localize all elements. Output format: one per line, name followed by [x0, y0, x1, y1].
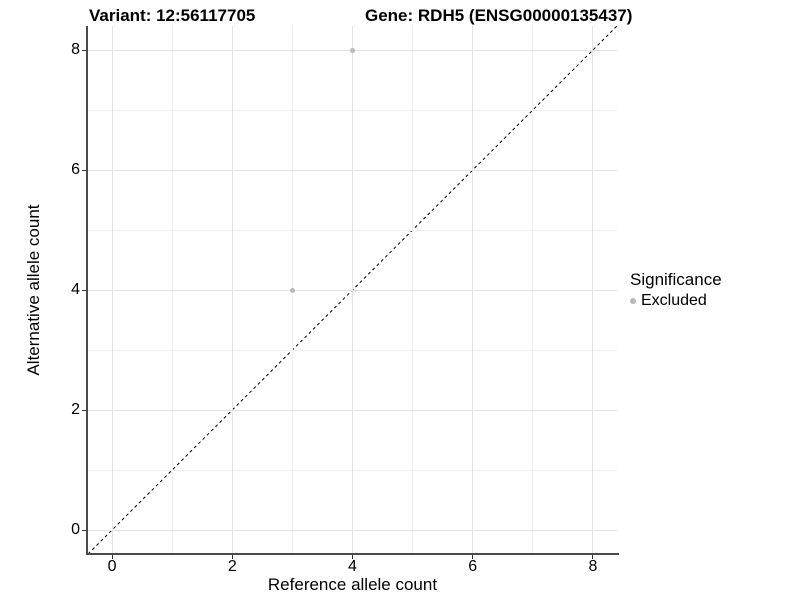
y-tick-mark	[82, 289, 86, 291]
y-axis-line	[86, 26, 88, 555]
y-tick-mark	[82, 169, 86, 171]
legend: Significance Excluded	[630, 270, 722, 310]
y-major-gridline	[88, 529, 617, 531]
legend-title: Significance	[630, 270, 722, 289]
x-tick-label: 6	[468, 558, 478, 575]
legend-item-excluded: Excluded	[630, 292, 722, 310]
x-tick-label: 2	[227, 558, 237, 575]
y-tick-label: 2	[71, 401, 80, 418]
y-tick-label: 8	[71, 41, 80, 58]
y-tick-label: 0	[71, 521, 80, 538]
x-tick-mark	[472, 555, 474, 559]
x-tick-label: 0	[107, 558, 117, 575]
variant-title: Variant: 12:56117705	[89, 6, 256, 25]
plot-panel	[87, 25, 618, 555]
legend-item-label: Excluded	[641, 292, 707, 309]
x-axis-title: Reference allele count	[267, 575, 438, 594]
x-tick-label: 4	[348, 558, 357, 575]
x-tick-mark	[352, 555, 353, 559]
x-tick-mark	[231, 555, 233, 559]
y-major-gridline	[88, 289, 617, 291]
data-point	[350, 47, 355, 53]
y-major-gridline	[88, 169, 617, 171]
y-tick-mark	[82, 49, 86, 51]
y-axis-title: Alternative allele count	[24, 204, 43, 376]
x-tick-mark	[111, 555, 113, 559]
data-point	[289, 287, 295, 293]
excluded-point-icon	[630, 298, 636, 304]
y-tick-label: 6	[71, 161, 80, 178]
gene-title: Gene: RDH5 (ENSG00000135437)	[365, 6, 633, 25]
x-axis-line	[86, 553, 619, 555]
x-tick-label: 8	[588, 558, 598, 575]
y-major-gridline	[88, 409, 617, 411]
x-tick-mark	[592, 555, 594, 559]
y-tick-mark	[82, 529, 86, 531]
y-tick-label: 4	[71, 281, 80, 298]
y-tick-mark	[82, 409, 86, 411]
